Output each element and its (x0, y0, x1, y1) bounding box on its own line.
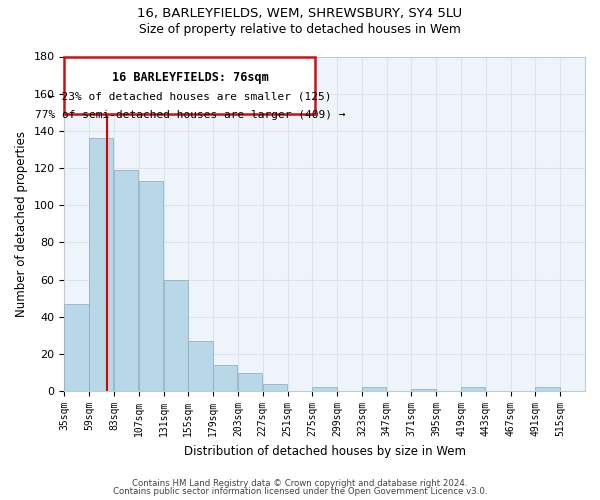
Bar (412, 390, 436, 391)
Bar (461, 388, 485, 391)
Text: 16 BARLEYFIELDS: 76sqm: 16 BARLEYFIELDS: 76sqm (112, 72, 268, 85)
Text: Size of property relative to detached houses in Wem: Size of property relative to detached ho… (139, 22, 461, 36)
Bar (263, 384, 287, 391)
Bar (89, 138, 113, 391)
Bar (362, 388, 386, 391)
Bar (139, 181, 163, 391)
X-axis label: Distribution of detached houses by size in Wem: Distribution of detached houses by size … (184, 444, 466, 458)
Y-axis label: Number of detached properties: Number of detached properties (15, 131, 28, 317)
Text: 16, BARLEYFIELDS, WEM, SHREWSBURY, SY4 5LU: 16, BARLEYFIELDS, WEM, SHREWSBURY, SY4 5… (137, 8, 463, 20)
Bar (535, 388, 560, 391)
Bar (64, 304, 89, 391)
Text: ← 23% of detached houses are smaller (125): ← 23% of detached houses are smaller (12… (48, 92, 332, 102)
Bar (238, 372, 262, 391)
Text: Contains HM Land Registry data © Crown copyright and database right 2024.: Contains HM Land Registry data © Crown c… (132, 478, 468, 488)
Text: 77% of semi-detached houses are larger (409) →: 77% of semi-detached houses are larger (… (35, 110, 345, 120)
Bar (213, 365, 238, 391)
Bar (188, 341, 212, 391)
Bar (114, 170, 138, 391)
FancyBboxPatch shape (64, 56, 316, 114)
Bar (164, 280, 188, 391)
Bar (313, 388, 337, 391)
Text: Contains public sector information licensed under the Open Government Licence v3: Contains public sector information licen… (113, 487, 487, 496)
